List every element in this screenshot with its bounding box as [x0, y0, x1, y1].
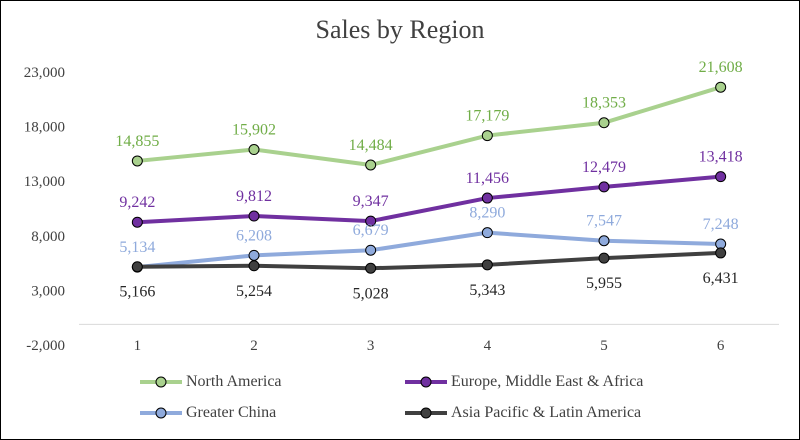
data-label: 14,855 [115, 133, 159, 150]
data-label: 6,208 [236, 227, 272, 244]
data-label: 12,479 [582, 159, 626, 176]
data-label: 5,028 [353, 285, 389, 302]
legend-swatch [140, 407, 182, 419]
data-point [248, 210, 260, 222]
data-label: 6,431 [703, 270, 739, 287]
x-tick-label: 4 [484, 338, 492, 354]
data-point [131, 216, 143, 228]
x-tick-label: 2 [250, 338, 258, 354]
data-label: 5,955 [586, 275, 622, 292]
x-tick-label: 5 [600, 338, 608, 354]
y-tick-label: 13,000 [24, 174, 65, 190]
data-point [131, 155, 143, 167]
data-label: 5,166 [119, 284, 155, 301]
data-point [365, 244, 377, 256]
y-tick-label: 8,000 [31, 229, 65, 245]
legend-label: Europe, Middle East & Africa [451, 373, 644, 390]
data-point [365, 159, 377, 171]
data-point [481, 130, 493, 142]
data-point [481, 192, 493, 204]
y-tick-label: 18,000 [24, 120, 65, 136]
x-tick-label: 6 [717, 338, 725, 354]
data-label: 9,812 [236, 188, 272, 205]
data-label: 18,353 [582, 95, 626, 112]
data-label: 11,456 [466, 170, 509, 187]
data-label: 14,484 [349, 137, 393, 154]
data-label: 5,343 [469, 282, 505, 299]
data-label: 17,179 [465, 108, 509, 125]
series-line-2 [137, 230, 721, 270]
data-label: 9,347 [353, 193, 389, 210]
data-label: 5,254 [236, 283, 272, 300]
y-tick-label: 23,000 [24, 65, 65, 81]
x-tick-label: 1 [134, 338, 142, 354]
data-point [598, 181, 610, 193]
legend-label: North America [186, 373, 282, 390]
series-line-3 [137, 250, 721, 271]
data-label: 9,242 [119, 194, 155, 211]
data-point [365, 215, 377, 227]
data-point [131, 261, 143, 273]
data-point [248, 260, 260, 272]
data-point [715, 247, 727, 259]
series-line-0 [137, 85, 722, 167]
data-point [365, 262, 377, 274]
data-label: 7,248 [703, 216, 739, 233]
chart-title: Sales by Region [315, 15, 485, 44]
legend-swatch [140, 376, 182, 388]
data-label: 15,902 [232, 122, 276, 139]
legend-item: North America [138, 372, 282, 392]
legend-item: Greater China [138, 403, 276, 423]
legend-swatch [405, 407, 447, 419]
data-label: 6,679 [353, 222, 389, 239]
data-label: 21,608 [699, 59, 743, 76]
x-tick-label: 3 [367, 338, 375, 354]
data-point [481, 227, 493, 239]
data-point [598, 117, 610, 129]
data-point [481, 259, 493, 271]
chart-legend: North America Europe, Middle East & Afric… [1, 365, 799, 435]
data-label: 5,134 [119, 239, 155, 256]
data-point [715, 171, 727, 183]
y-tick-label: -2,000 [26, 338, 65, 354]
data-label: 13,418 [699, 149, 743, 166]
data-point [248, 249, 260, 261]
data-point [715, 81, 727, 93]
legend-item: Europe, Middle East & Africa [403, 372, 643, 392]
data-point [598, 235, 610, 247]
series-line-1 [137, 174, 721, 225]
data-point [598, 252, 610, 264]
data-point [248, 144, 260, 156]
legend-label: Greater China [186, 404, 277, 421]
data-label: 7,547 [586, 213, 622, 230]
legend-swatch [405, 376, 447, 388]
y-tick-label: 3,000 [31, 283, 65, 299]
data-label: 8,290 [469, 205, 505, 222]
legend-label: Asia Pacific & Latin America [451, 404, 642, 421]
legend-item: Asia Pacific & Latin America [403, 403, 641, 423]
